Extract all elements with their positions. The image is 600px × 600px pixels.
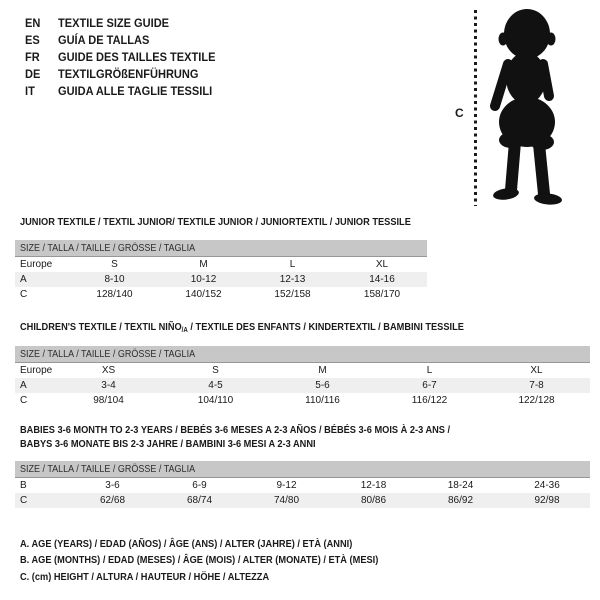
junior-size-table: SIZE / TALLA / TAILLE / GRÖSSE / TAGLIA … xyxy=(15,240,427,302)
table-row: C 62/68 68/74 74/80 80/86 86/92 92/98 xyxy=(15,493,591,508)
language-row: ES GUÍA DE TALLAS xyxy=(25,32,229,49)
size-value: 122/128 xyxy=(518,395,555,406)
size-value: 3-4 xyxy=(55,378,162,393)
size-value: L xyxy=(426,365,433,376)
size-value: 128/140 xyxy=(96,289,133,300)
size-value: 116/122 xyxy=(411,395,448,406)
size-value: 12-13 xyxy=(248,272,337,287)
row-label: A xyxy=(15,378,55,393)
size-value: 6-9 xyxy=(192,480,207,491)
language-row: IT GUIDA ALLE TAGLIE TESSILI xyxy=(25,83,229,100)
language-code: DE xyxy=(25,67,41,81)
size-value: 7-8 xyxy=(483,378,591,393)
row-label: Europe xyxy=(20,365,53,376)
legend-notes: A. AGE (YEARS) / EDAD (AÑOS) / ÂGE (ANS)… xyxy=(20,536,427,585)
row-label: C xyxy=(20,289,28,300)
height-measure-label: C xyxy=(455,106,464,120)
size-value: 62/68 xyxy=(69,493,156,508)
toddler-silhouette-icon xyxy=(490,9,562,205)
children-size-table: SIZE / TALLA / TAILLE / GRÖSSE / TAGLIA … xyxy=(15,346,591,408)
size-value: XL xyxy=(375,259,389,270)
size-value: 18-24 xyxy=(447,480,474,491)
size-value: 14-16 xyxy=(337,272,427,287)
size-value: 98/104 xyxy=(93,395,124,406)
size-value: 8-10 xyxy=(70,272,159,287)
row-label: C xyxy=(20,395,28,406)
language-title: GUIDA ALLE TAGLIE TESSILI xyxy=(58,84,213,98)
size-header-cell: SIZE / TALLA / TAILLE / GRÖSSE / TAGLIA xyxy=(15,461,591,478)
row-label: B xyxy=(20,480,27,491)
size-value: 68/74 xyxy=(156,493,243,508)
size-value: 4-5 xyxy=(162,378,269,393)
table-row: B 3-6 6-9 9-12 12-18 18-24 24-36 xyxy=(15,478,590,494)
table-row: C 128/140 140/152 152/158 158/170 xyxy=(15,287,427,302)
size-value: 3-6 xyxy=(105,480,120,491)
size-value: 92/98 xyxy=(504,493,591,508)
size-value: 140/152 xyxy=(185,289,222,300)
language-code: FR xyxy=(25,50,40,64)
table-row: Europe S M L XL xyxy=(15,257,427,273)
size-header-row: SIZE / TALLA / TAILLE / GRÖSSE / TAGLIA xyxy=(15,346,591,363)
junior-table-title: JUNIOR TEXTILE / TEXTIL JUNIOR/ TEXTILE … xyxy=(20,216,411,228)
size-value: S xyxy=(212,365,219,376)
table-row: A 3-4 4-5 5-6 6-7 7-8 xyxy=(15,378,591,393)
language-code: ES xyxy=(25,33,40,47)
size-value: 80/86 xyxy=(330,493,417,508)
language-title-list: EN TEXTILE SIZE GUIDE ES GUÍA DE TALLAS … xyxy=(25,15,229,100)
size-value: S xyxy=(111,259,118,270)
row-label: C xyxy=(15,493,69,508)
size-value: 10-12 xyxy=(159,272,248,287)
size-value: 24-36 xyxy=(534,480,560,491)
language-code: IT xyxy=(25,84,35,98)
language-title: TEXTILGRÖßENFÜHRUNG xyxy=(58,67,199,81)
size-value: 6-7 xyxy=(376,378,483,393)
size-value: 12-18 xyxy=(360,480,387,491)
size-header-cell: SIZE / TALLA / TAILLE / GRÖSSE / TAGLIA xyxy=(15,240,427,257)
table-row: C 98/104 104/110 110/116 116/122 122/128 xyxy=(15,393,590,408)
size-value: M xyxy=(199,259,208,270)
language-code: EN xyxy=(25,16,41,30)
row-label: A xyxy=(15,272,70,287)
babies-size-table: SIZE / TALLA / TAILLE / GRÖSSE / TAGLIA … xyxy=(15,461,591,508)
size-value: XS xyxy=(101,365,116,376)
size-value: 152/158 xyxy=(274,289,311,300)
language-row: DE TEXTILGRÖßENFÜHRUNG xyxy=(25,66,229,83)
size-value: 74/80 xyxy=(243,493,330,508)
size-value: L xyxy=(289,259,296,270)
babies-title-line2: BABYS 3-6 MONATE BIS 2-3 JAHRE / BAMBINI… xyxy=(20,437,316,450)
size-value: M xyxy=(318,365,327,376)
size-value: XL xyxy=(530,365,543,376)
babies-table-title: BABIES 3-6 MONTH TO 2-3 YEARS / BEBÉS 3-… xyxy=(20,424,450,451)
height-measure-dotted-line xyxy=(474,10,477,206)
note-c: C. (cm) HEIGHT / ALTURA / HAUTEUR / HÖHE… xyxy=(20,570,270,583)
children-table-title: CHILDREN'S TEXTILE / TEXTIL NIÑO/A / TEX… xyxy=(20,321,464,334)
size-header-cell: SIZE / TALLA / TAILLE / GRÖSSE / TAGLIA xyxy=(15,346,591,363)
note-a: A. AGE (YEARS) / EDAD (AÑOS) / ÂGE (ANS)… xyxy=(20,538,353,550)
size-header-row: SIZE / TALLA / TAILLE / GRÖSSE / TAGLIA xyxy=(15,461,591,478)
table-row: Europe XS S M L XL xyxy=(15,363,590,379)
table-row: A 8-10 10-12 12-13 14-16 xyxy=(15,272,427,287)
note-b: B. AGE (MONTHS) / EDAD (MESES) / ÂGE (MO… xyxy=(20,554,379,567)
size-value: 5-6 xyxy=(269,378,376,393)
size-value: 158/170 xyxy=(363,289,401,300)
size-value: 9-12 xyxy=(276,480,297,491)
language-title: TEXTILE SIZE GUIDE xyxy=(58,16,170,30)
babies-title-line1: BABIES 3-6 MONTH TO 2-3 YEARS / BEBÉS 3-… xyxy=(20,424,451,436)
language-row: FR GUIDE DES TAILLES TEXTILE xyxy=(25,49,229,66)
row-label: Europe xyxy=(20,259,53,270)
language-title: GUÍA DE TALLAS xyxy=(58,33,150,47)
size-header-row: SIZE / TALLA / TAILLE / GRÖSSE / TAGLIA xyxy=(15,240,427,257)
size-value: 104/110 xyxy=(197,395,234,406)
size-value: 110/116 xyxy=(305,395,340,406)
language-title: GUIDE DES TAILLES TEXTILE xyxy=(58,50,216,64)
size-value: 86/92 xyxy=(417,493,504,508)
language-row: EN TEXTILE SIZE GUIDE xyxy=(25,15,229,32)
